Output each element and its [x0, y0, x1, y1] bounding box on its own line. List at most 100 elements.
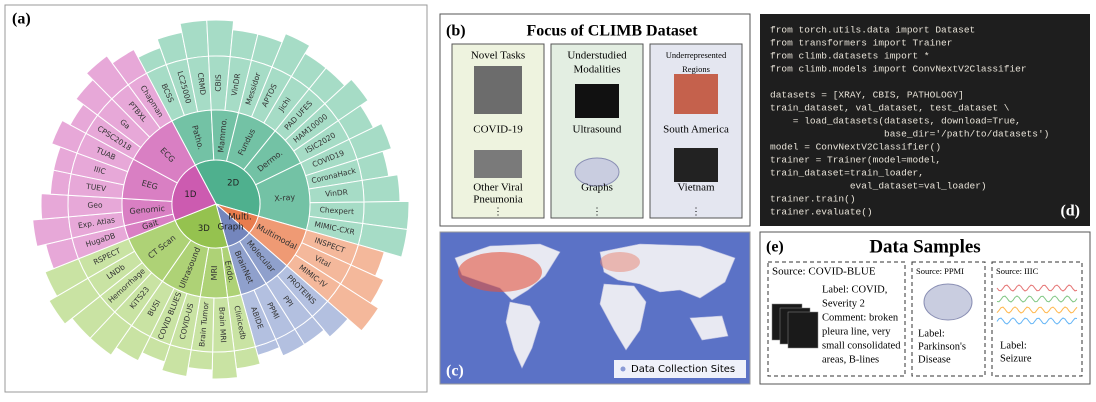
thumbnail [474, 150, 522, 178]
column-box [550, 43, 644, 219]
code-line: from transformers import Trainer [770, 38, 952, 49]
leaf-label: IIIC [93, 164, 107, 176]
column-ellipsis: ⋮ [691, 206, 701, 217]
group-label: 2D [227, 178, 239, 188]
sample-text: Label: COVID, [822, 284, 887, 295]
subgroup-label: EEG [141, 178, 159, 191]
legend-box [614, 360, 746, 378]
thumbnail [474, 66, 522, 114]
code-panel [760, 14, 1090, 226]
eeg-trace [996, 295, 1078, 303]
leaf-bar [211, 350, 239, 380]
column-footer: Pneumonia [473, 194, 523, 206]
brain-graph [923, 283, 973, 321]
code-line: datasets = [XRAY, CBIS, PATHOLOGY] [770, 90, 964, 101]
panel-label: (a) [12, 11, 31, 28]
legend-marker [620, 366, 626, 372]
column-item: South America [663, 124, 729, 136]
sample-text: Seizure [1000, 353, 1032, 364]
density-hotspot [458, 252, 542, 292]
code-line: trainer.evaluate() [770, 207, 873, 218]
group-cell [194, 159, 261, 217]
column-item: COVID-19 [473, 124, 523, 136]
panel-label: (d) [1060, 203, 1080, 220]
sample-text: Disease [918, 354, 951, 365]
group-label: Graph [217, 223, 243, 233]
panel-label: (c) [446, 363, 464, 380]
sample-text: small consolidated [822, 340, 901, 351]
group-label: 3D [198, 224, 210, 234]
group-label: Multi. [228, 213, 251, 223]
column-footer: Graphs [581, 182, 613, 194]
leaf-label: Chexpert [319, 205, 354, 216]
sample-text: Comment: broken [822, 312, 899, 323]
thumbnail [674, 74, 718, 114]
sample-box [767, 261, 906, 377]
code-line: from climb.models import ConvNextV2Class… [770, 64, 1027, 75]
eeg-trace [996, 317, 1078, 325]
sample-text: areas, B-lines [822, 354, 879, 365]
leaf-label: VinDR [229, 73, 242, 97]
code-line: train_dataset=train_loader, [770, 168, 924, 179]
group-label: 1D [184, 190, 196, 200]
column-heading: Regions [682, 64, 710, 74]
sample-text: Label: [918, 328, 945, 339]
eeg-trace [996, 306, 1078, 314]
code-line: base_dir='/path/to/datasets') [770, 129, 1049, 140]
thumbnail [674, 148, 718, 182]
code-line: model = ConvNextV2Classifier() [770, 142, 941, 153]
sample-text: Label: [1000, 340, 1027, 351]
column-ellipsis: ⋮ [592, 206, 602, 217]
column-heading: Novel Tasks [471, 50, 525, 62]
panel-label: (e) [766, 239, 784, 256]
leaf-label: CRMD [196, 72, 208, 96]
column-heading: Modalities [573, 64, 620, 76]
sample-box [911, 261, 986, 377]
column-heading: Underrepresented [666, 50, 727, 60]
code-line: = load_datasets(datasets, download=True, [770, 116, 1021, 127]
leaf-label: Brain Tumor [197, 301, 210, 348]
group-cell [171, 164, 217, 221]
thumbnail [575, 84, 619, 118]
leaf-bar [187, 349, 214, 371]
column-box [649, 43, 743, 219]
code-line: train_dataset, val_dataset, test_dataset… [770, 103, 1010, 114]
sample-text: Parkinson's [918, 341, 966, 352]
code-line: from torch.utils.data import Dataset [770, 25, 975, 36]
sample-source: Source: PPMI [916, 266, 964, 276]
rings [67, 55, 365, 353]
leaf-label: CBIS [214, 74, 223, 92]
column-heading: Understudied [567, 50, 627, 62]
sample-box [991, 261, 1083, 377]
leaf-bar [206, 19, 235, 58]
code-line: trainer = Trainer(model=model, [770, 155, 941, 166]
column-footer: Vietnam [677, 182, 715, 194]
code-line: from climb.datasets import * [770, 51, 930, 62]
subgroup-label: X-ray [274, 193, 296, 204]
column-ellipsis: ⋮ [493, 206, 503, 217]
group-cell [174, 203, 229, 249]
subgroup-label: Genomic [129, 204, 165, 216]
column-footer: Other Viral [473, 182, 523, 194]
subgroup-label: MRI [210, 265, 219, 280]
panel-label: (b) [446, 23, 466, 40]
leaf-bar [40, 193, 70, 220]
code-line: eval_dataset=val_loader) [770, 181, 987, 192]
sample-text: Severity 2 [822, 298, 865, 309]
sample-text: pleura line, very [822, 326, 891, 337]
thumbnail [574, 157, 620, 187]
subgroup-label: Endo. [223, 260, 236, 284]
leaf-label: TUEV [85, 182, 108, 194]
leaf-label: VinDR [325, 188, 348, 199]
column-item: Ultrasound [573, 124, 622, 136]
panel-title: Focus of CLIMB Dataset [526, 23, 698, 40]
density-hotspot [600, 252, 640, 272]
legend-label: Data Collection Sites [631, 364, 735, 375]
leaf-label: Geo [87, 201, 103, 210]
subgroup-label: Mammo. [216, 118, 228, 153]
leaf-label: Brain MRI [217, 307, 228, 343]
eeg-trace [996, 284, 1078, 292]
panel-title: Data Samples [869, 236, 980, 257]
code-line: trainer.train() [770, 194, 856, 205]
